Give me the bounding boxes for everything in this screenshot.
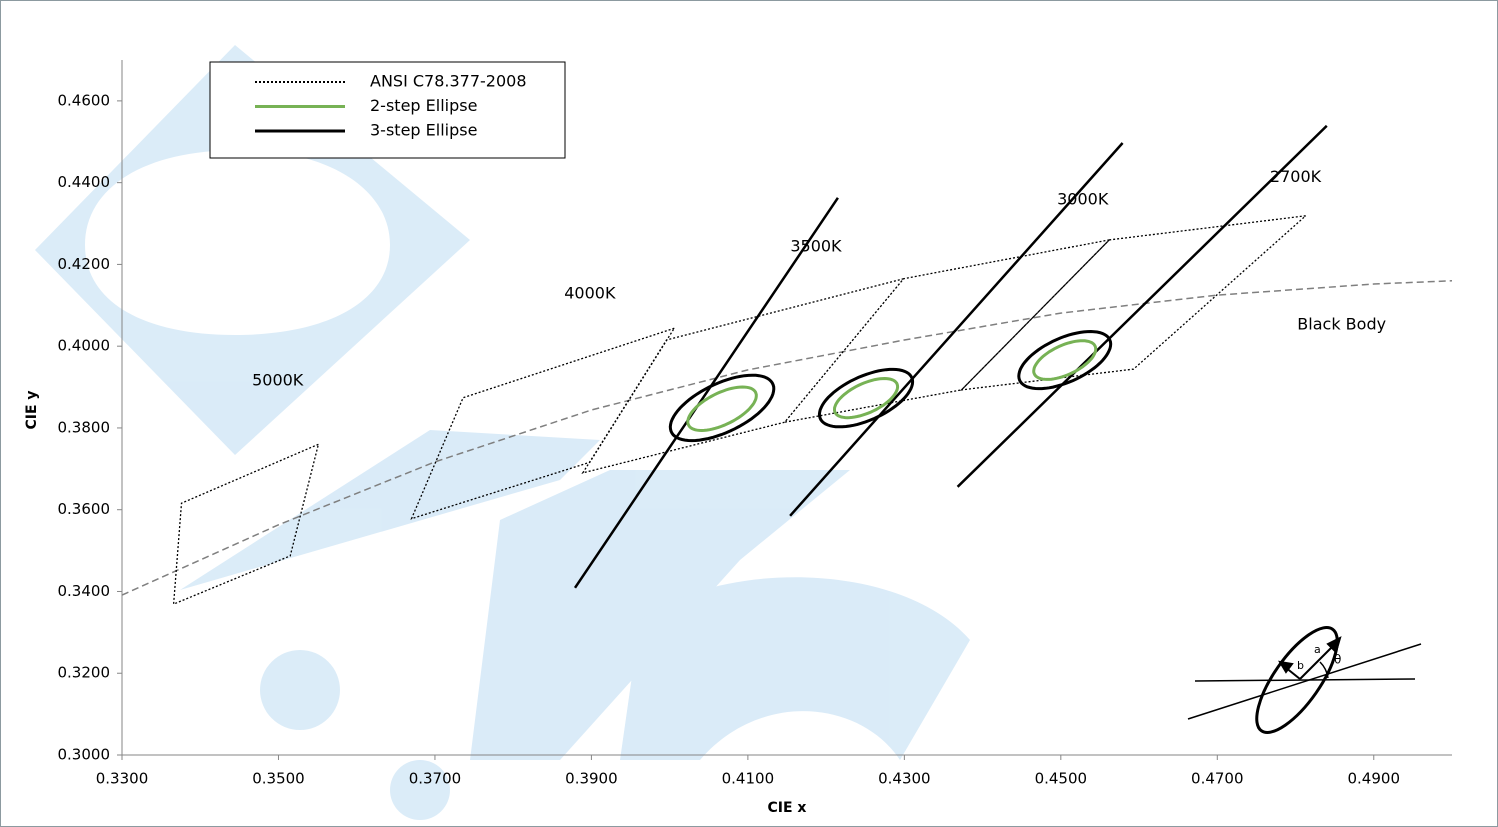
ansi-quadrangle	[172, 215, 1307, 606]
legend-label: 2-step Ellipse	[370, 96, 477, 115]
y-tick-label: 0.4600	[58, 91, 111, 109]
x-tick-label: 0.4500	[1035, 770, 1088, 788]
annotation: 3000K	[1057, 189, 1109, 208]
legend-label: ANSI C78.377-2008	[370, 72, 527, 91]
ellipse	[817, 367, 915, 429]
x-tick-label: 0.4300	[878, 770, 931, 788]
annotation: 2700K	[1270, 167, 1322, 186]
ellipse	[668, 373, 776, 443]
annotation: 5000K	[252, 370, 304, 389]
x-axis-title: CIE x	[768, 800, 807, 816]
ellipse	[686, 385, 758, 433]
inset-label: b	[1297, 659, 1304, 672]
annotation: Black Body	[1297, 314, 1386, 333]
inset-diagram	[1187, 626, 1422, 734]
y-tick-label: 0.4200	[58, 255, 111, 273]
black-body-curve	[121, 280, 1453, 596]
y-tick-label: 0.3800	[58, 418, 111, 436]
x-tick-label: 0.3500	[252, 770, 305, 788]
legend	[209, 61, 566, 159]
ellipse	[1032, 339, 1098, 381]
y-tick-label: 0.3000	[58, 746, 111, 764]
watermark	[35, 45, 970, 820]
x-tick-label: 0.4100	[722, 770, 775, 788]
ellipse	[1017, 329, 1113, 391]
inset-label: θ	[1334, 653, 1341, 667]
y-tick-label: 0.3200	[58, 664, 111, 682]
inset-label: a	[1314, 643, 1321, 656]
y-tick-label: 0.3600	[58, 500, 111, 518]
y-tick-label: 0.3400	[58, 582, 111, 600]
annotation: 4000K	[564, 283, 616, 302]
legend-label: 3-step Ellipse	[370, 121, 477, 140]
x-tick-label: 0.3700	[409, 770, 462, 788]
x-tick-label: 0.3900	[565, 770, 618, 788]
isotherm-line	[573, 124, 1328, 589]
x-tick-label: 0.4900	[1348, 770, 1401, 788]
y-axis-title: CIE y	[24, 390, 40, 429]
plot-area	[121, 124, 1453, 606]
x-tick-label: 0.3300	[96, 770, 149, 788]
annotation: 3500K	[790, 236, 842, 255]
x-tick-label: 0.4700	[1191, 770, 1244, 788]
ellipse	[833, 376, 900, 420]
y-tick-label: 0.4000	[58, 337, 111, 355]
y-tick-label: 0.4400	[58, 173, 111, 191]
